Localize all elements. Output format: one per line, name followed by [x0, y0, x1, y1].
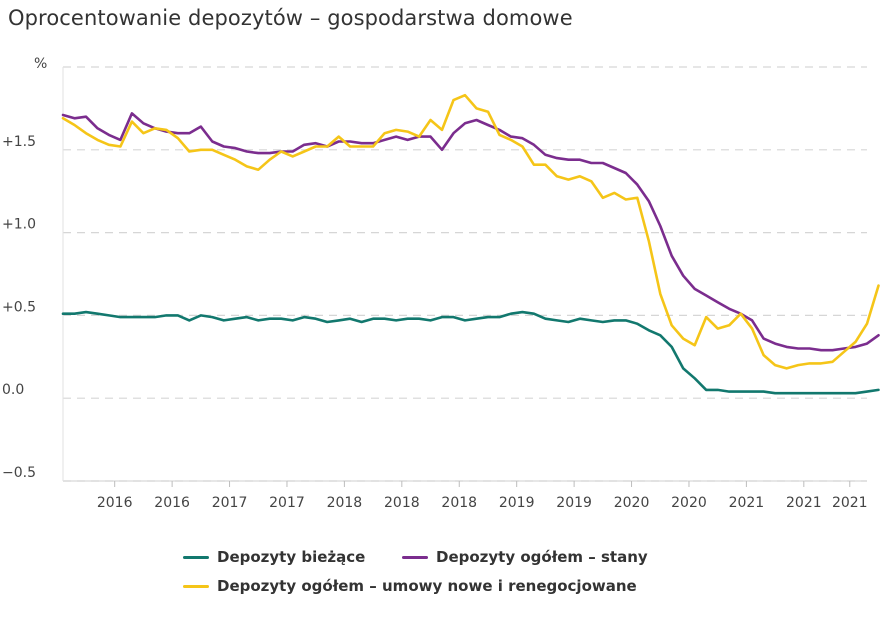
x-axis: 2016 2016 2017 2017 2018 2018 2018 2019 2019 2020… [62, 67, 868, 511]
x-tick-label: 2020 [671, 495, 707, 511]
x-tick-label: 2021 [729, 495, 765, 511]
gridlines [63, 66, 867, 482]
series-line-2[interactable] [61, 93, 880, 370]
y-tick-label: −0.5 [2, 465, 36, 481]
series-line-1[interactable] [61, 112, 880, 352]
legend-swatch-stany [402, 555, 428, 559]
x-tick-label: 2021 [832, 495, 868, 511]
x-tick-label: 2016 [154, 495, 190, 511]
chart-title: Oprocentowanie depozytów – gospodarstwa … [8, 6, 573, 30]
x-tick-label: 2018 [384, 495, 420, 511]
x-tick-label: 2017 [212, 495, 248, 511]
legend-swatch-umowy-nowe [183, 584, 209, 588]
x-tick-label: 2019 [556, 495, 592, 511]
legend-item-stany[interactable]: Depozyty ogółem – stany [402, 548, 648, 566]
x-tick-label: 2018 [327, 495, 363, 511]
y-tick-label: +0.5 [2, 299, 36, 315]
x-tick-label: 2016 [97, 495, 133, 511]
y-tick-label: +1.5 [2, 134, 36, 150]
legend-item-umowy-nowe[interactable]: Depozyty ogółem – umowy nowe i renegocjo… [183, 577, 637, 595]
legend-item-biezace[interactable]: Depozyty bieżące [183, 548, 365, 566]
x-tick-label: 2019 [499, 495, 535, 511]
y-axis: % +1.5 +1.0 +0.5 0.0 −0.5 [2, 56, 47, 481]
legend-label-umowy-nowe: Depozyty ogółem – umowy nowe i renegocjo… [217, 577, 637, 595]
y-unit-label: % [34, 56, 47, 72]
series-line-0[interactable] [61, 310, 880, 395]
y-tick-label: 0.0 [2, 382, 24, 398]
x-tick-label: 2021 [786, 495, 822, 511]
y-tick-label: +1.0 [2, 217, 36, 233]
series-lines [61, 93, 880, 395]
x-tick-label: 2020 [614, 495, 650, 511]
legend-label-biezace: Depozyty bieżące [217, 548, 366, 566]
legend-swatch-biezace [183, 555, 209, 559]
legend-label-stany: Depozyty ogółem – stany [436, 548, 648, 566]
x-tick-label: 2018 [441, 495, 477, 511]
x-tick-label: 2017 [269, 495, 305, 511]
